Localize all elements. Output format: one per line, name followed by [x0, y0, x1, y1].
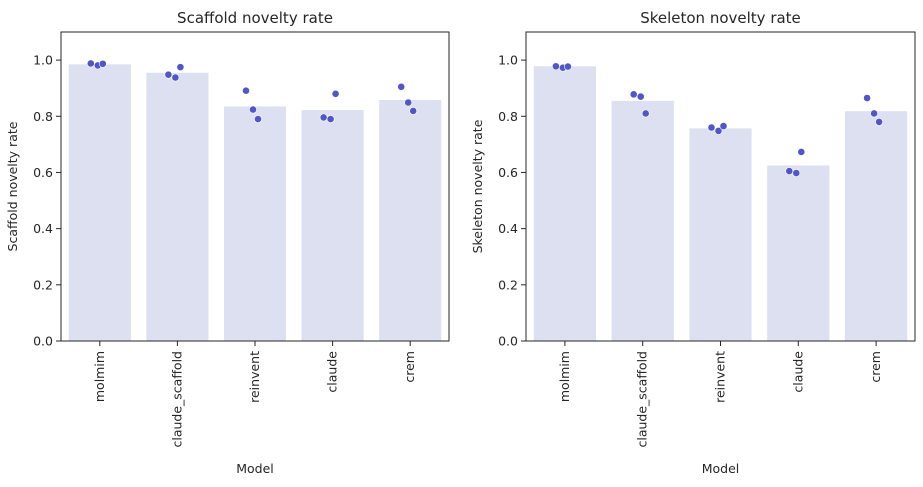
y-tick-label: 0.2	[498, 277, 518, 292]
bar-claude	[767, 165, 830, 341]
x-axis-label: Model	[702, 461, 740, 476]
point-crem-1	[404, 98, 413, 107]
point-crem-2	[875, 117, 883, 126]
panel-skeleton-novelty: Skeleton novelty rate Skeleton novelty r…	[470, 9, 916, 476]
x-tick-label-claude: claude	[325, 351, 340, 393]
bar-claude_scaffold	[146, 72, 209, 342]
point-reinvent-1	[714, 126, 723, 135]
point-crem-0	[863, 94, 871, 102]
bar-molmim	[533, 66, 597, 342]
y-tick-label: 0.4	[33, 221, 53, 236]
y-ticks: 0.0 0.2 0.4 0.6 0.8 1.0	[33, 53, 61, 349]
point-crem-0	[397, 82, 406, 91]
y-tick-label: 0.0	[33, 334, 53, 349]
points	[86, 59, 418, 123]
point-reinvent-2	[719, 122, 728, 131]
point-claude_scaffold-0	[629, 90, 638, 99]
y-tick-label: 0.2	[33, 277, 53, 292]
bars	[533, 66, 908, 342]
bar-claude_scaffold	[611, 100, 674, 341]
x-tick-label-crem: crem	[402, 351, 417, 383]
y-tick-label: 0.6	[33, 165, 53, 180]
point-claude-0	[785, 167, 794, 175]
y-axis-label: Skeleton novelty rate	[470, 119, 485, 253]
point-claude-2	[797, 148, 806, 156]
point-molmim-0	[552, 62, 560, 71]
bars	[68, 64, 442, 342]
point-crem-1	[870, 109, 878, 118]
point-claude-2	[331, 89, 340, 98]
point-molmim-2	[98, 59, 107, 68]
y-tick-label: 0.6	[498, 165, 518, 180]
x-ticks: molmim claude_scaffold reinvent claude crem	[92, 341, 417, 448]
bar-reinvent	[689, 128, 752, 341]
x-tick-label-molmim: molmim	[557, 351, 572, 402]
x-tick-label-claude_scaffold: claude_scaffold	[169, 351, 184, 448]
point-claude-1	[792, 169, 801, 177]
point-reinvent-0	[242, 86, 250, 95]
points	[552, 62, 883, 177]
y-tick-label: 0.0	[498, 334, 518, 349]
y-axis-label: Scaffold novelty rate	[5, 121, 20, 251]
point-reinvent-2	[254, 115, 262, 123]
point-claude_scaffold-1	[171, 73, 180, 82]
point-molmim-2	[564, 62, 572, 71]
y-ticks: 0.0 0.2 0.4 0.6 0.8 1.0	[498, 53, 526, 349]
point-claude_scaffold-2	[641, 109, 650, 118]
bar-crem	[844, 111, 908, 341]
chart-title: Skeleton novelty rate	[640, 9, 801, 27]
point-claude_scaffold-1	[636, 92, 645, 101]
chart-title: Scaffold novelty rate	[177, 9, 333, 27]
point-claude-1	[326, 115, 335, 123]
x-tick-label-claude: claude	[790, 351, 805, 393]
y-tick-label: 1.0	[33, 53, 53, 68]
y-tick-label: 0.8	[498, 109, 518, 124]
x-axis-label: Model	[236, 461, 274, 476]
x-tick-label-reinvent: reinvent	[247, 351, 262, 403]
point-claude_scaffold-2	[176, 63, 185, 72]
x-tick-label-reinvent: reinvent	[713, 351, 728, 403]
x-tick-label-claude_scaffold: claude_scaffold	[635, 351, 650, 448]
x-tick-label-molmim: molmim	[92, 351, 107, 402]
point-reinvent-1	[249, 105, 257, 114]
panel-scaffold-novelty: Scaffold novelty rate Scaffold novelty r…	[5, 9, 450, 476]
bar-claude	[301, 110, 364, 341]
point-crem-2	[409, 107, 418, 115]
point-molmim-0	[86, 59, 95, 68]
point-reinvent-0	[707, 123, 716, 132]
y-tick-label: 0.4	[498, 221, 518, 236]
y-tick-label: 0.8	[33, 109, 53, 124]
point-claude-0	[319, 113, 328, 122]
x-ticks: molmim claude_scaffold reinvent claude crem	[557, 341, 883, 448]
point-claude_scaffold-0	[164, 70, 173, 79]
bar-reinvent	[223, 106, 287, 341]
bar-molmim	[68, 64, 131, 342]
y-tick-label: 1.0	[498, 53, 518, 68]
bar-crem	[379, 99, 442, 341]
x-tick-label-crem: crem	[868, 351, 883, 383]
